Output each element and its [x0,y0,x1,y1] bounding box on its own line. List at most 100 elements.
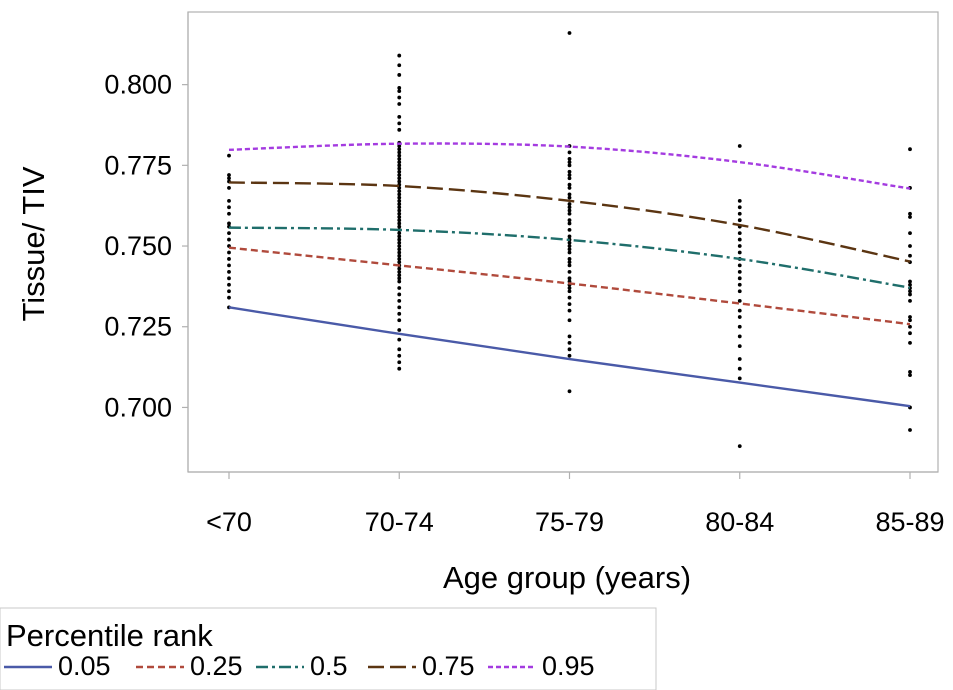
scatter-point [397,115,402,119]
scatter-point [737,299,742,303]
scatter-point [227,153,231,158]
scatter-point [397,218,402,223]
scatter-point [737,237,742,242]
scatter-point [397,311,402,316]
scatter-point [397,63,402,68]
scatter-point [397,179,402,184]
scatter-point [227,282,231,287]
scatter-point [397,250,402,255]
scatter-point [567,31,572,35]
scatter-point [227,231,231,236]
scatter-point [567,173,572,177]
scatter-point [397,279,402,284]
scatter-point [397,366,402,371]
y-tick-label: 0.775 [104,150,172,180]
scatter-point [567,182,572,187]
scatter-point [908,318,912,323]
chart-marks: 0.700 0.725 0.750 0.775 0.800 <70 70-74 75-79 80… [104,31,945,537]
scatter-point [227,198,231,203]
scatter-point [737,231,742,236]
scatter-point [397,150,402,155]
scatter-point [567,260,572,265]
scatter-point [397,53,402,58]
scatter-point [397,215,402,219]
scatter-point [227,269,231,274]
scatter-point [737,344,742,349]
scatter-point [397,202,402,206]
scatter-point [908,340,912,345]
scatter-point [908,324,912,329]
scatter-point [908,289,912,294]
scatter-point [397,192,402,197]
scatter-point [397,286,402,290]
legend-label: 0.25 [190,651,243,681]
x-tick-label: 75-79 [535,507,604,537]
scatter-point [227,186,231,190]
scatter-point [567,176,572,181]
scatter-point [737,276,742,281]
scatter-point [397,127,402,132]
scatter-point [737,357,742,361]
scatter-point [397,89,402,93]
x-tick-label: <70 [206,507,252,537]
scatter-point [567,156,572,161]
scatter-point [567,160,572,165]
scatter-point [567,211,572,216]
scatter-point [567,208,572,213]
scatter-point [737,289,742,294]
x-tick-label: 80-84 [705,507,774,537]
scatter-point [397,102,402,106]
scatter-point [908,282,912,287]
scatter-point [567,302,572,307]
scatter-point [737,334,742,339]
scatter-point [397,144,402,148]
y-tick-label: 0.800 [104,70,172,100]
scatter-point [397,237,402,242]
scatter-point [397,153,402,158]
scatter-point [567,150,572,155]
scatter-point [567,195,572,200]
scatter-point [397,234,402,239]
x-tick-label: 85-89 [875,507,944,537]
scatter-point [397,318,402,323]
scatter-point [397,147,402,152]
scatter-point [737,282,742,287]
legend-frame [0,607,657,690]
scatter-point [908,253,912,258]
scatter-point [567,227,572,232]
scatter-point [227,237,231,242]
scatter-point [567,234,572,239]
scatter-point [397,328,402,332]
scatter-point [227,295,231,300]
legend-title: Percentile rank [6,618,213,653]
scatter-point [397,224,402,229]
scatter-point [908,279,912,284]
series-line-0-05 [228,306,911,408]
scatter-point [737,315,742,319]
legend-label: 0.75 [422,651,475,681]
scatter-point [567,244,572,248]
scatter-point [908,244,912,248]
scatter-point [567,202,572,206]
scatter-point [397,221,402,226]
scatter-point [567,186,572,190]
legend-label: 0.05 [58,651,111,681]
scatter-point [227,211,231,216]
scatter-point [737,144,742,148]
scatter-point [737,211,742,216]
scatter-point [567,276,572,281]
scatter-point [397,73,402,77]
scatter-point [227,250,231,255]
scatter-point [567,263,572,268]
scatter-point [397,360,402,365]
scatter-point [397,205,402,210]
scatter-point [737,263,742,268]
scatter-point [397,95,402,100]
scatter-point [397,160,402,165]
scatter-point [737,444,742,449]
scatter-point [227,289,231,294]
scatter-point [397,240,402,245]
scatter-point [567,347,572,352]
scatter-point [567,240,572,245]
